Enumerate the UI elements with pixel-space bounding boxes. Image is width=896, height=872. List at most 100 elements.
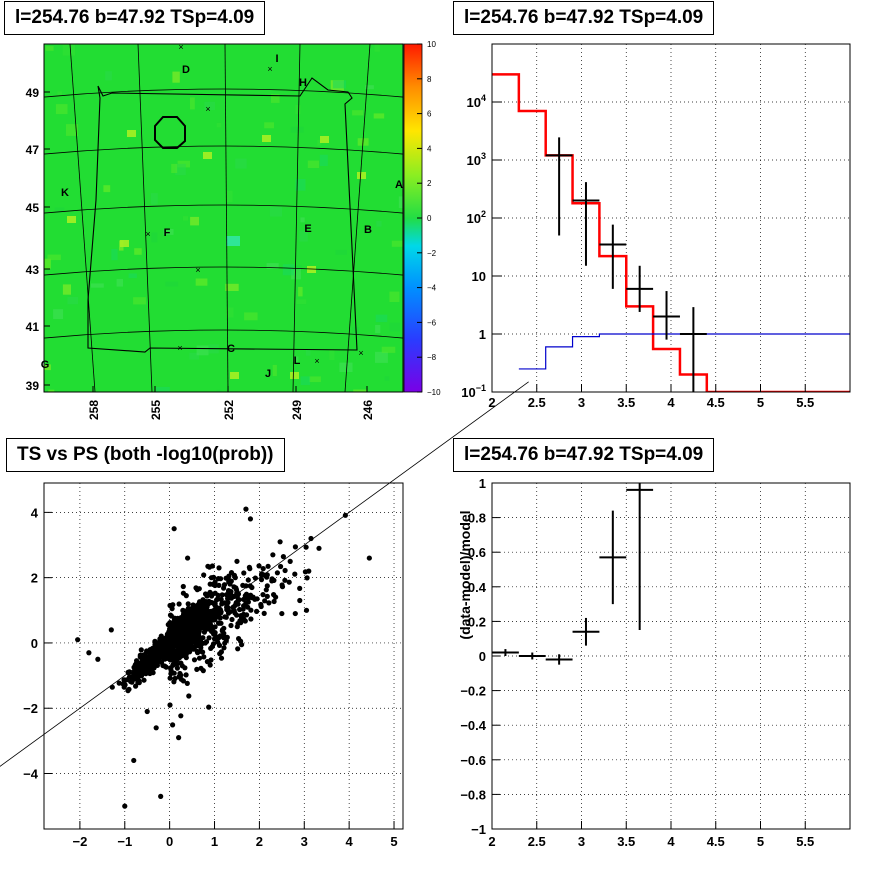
scatter-point — [201, 629, 207, 635]
scatter-point — [303, 544, 309, 550]
map-pixel-patch — [389, 291, 400, 302]
spectrum-x-tick-label: 5.5 — [796, 395, 814, 410]
scatter-point — [226, 573, 232, 579]
scatter-point — [208, 608, 214, 615]
map-pixel-patch — [216, 389, 222, 392]
map-pixel-patch — [296, 299, 307, 305]
map-pixel-patch — [171, 163, 178, 173]
scatter-point — [269, 578, 275, 584]
scatter-x-tick-label: 4 — [346, 834, 354, 849]
map-pixel-patch — [381, 346, 396, 353]
scatter-point — [125, 688, 131, 694]
scatter-point — [138, 672, 144, 679]
scatter-point — [279, 610, 285, 617]
map-x-tick-label: 246 — [361, 400, 375, 420]
scatter-point — [279, 582, 285, 588]
map-pixel-patch — [57, 91, 63, 97]
scatter-point — [215, 576, 221, 582]
scatter-point — [264, 583, 270, 589]
residual-x-tick-label: 2 — [488, 834, 495, 849]
residual-x-tick-label: 3 — [578, 834, 585, 849]
scatter-point — [190, 602, 196, 608]
scatter-point — [237, 606, 243, 613]
scatter-point — [141, 677, 147, 683]
scatter-point — [201, 572, 207, 578]
scatter-point — [271, 598, 277, 605]
colorbar: 10 8 6 4 2 0 −2 −4 −6 −8 −10 — [403, 40, 441, 397]
scatter-point — [231, 572, 237, 579]
scatter-point — [224, 604, 230, 610]
scatter-point — [202, 609, 208, 615]
map-source-marker: × — [177, 343, 182, 353]
map-pixel-patch — [398, 196, 403, 209]
scatter-point — [287, 558, 293, 565]
map-pixel-patch — [172, 71, 180, 83]
scatter-point — [189, 635, 195, 641]
colorbar-tick-label: 4 — [427, 144, 432, 153]
map-pixel-patch — [244, 312, 258, 321]
map-pixel-patch — [111, 249, 118, 261]
scatter-point — [308, 535, 314, 542]
map-pixel-patch — [103, 185, 111, 193]
residual-y-tick-label: 1 — [479, 476, 486, 491]
map-pixel-patch — [376, 221, 382, 227]
scatter-point — [174, 648, 180, 654]
scatter-point — [261, 610, 267, 617]
scatter-point — [187, 649, 193, 655]
scatter-point — [176, 674, 182, 680]
scatter-point — [247, 516, 254, 522]
map-hot-pixel — [67, 216, 76, 223]
scatter-point — [196, 655, 203, 661]
map-pixel-patch — [373, 113, 385, 119]
spectrum-background-step — [518, 333, 850, 370]
map-pixel-patch — [352, 110, 364, 116]
map-hot-pixel — [320, 136, 329, 143]
scatter-point — [212, 582, 218, 589]
scatter-point — [286, 579, 292, 585]
colorbar-tick-label: 10 — [427, 40, 436, 49]
scatter-point — [200, 649, 206, 655]
scatter-point — [206, 704, 212, 710]
scatter-point — [304, 575, 310, 581]
map-source-label-K: K — [61, 187, 69, 199]
scatter-point — [226, 588, 232, 594]
scatter-x-tick-label: 1 — [211, 834, 218, 849]
map-source-marker: × — [267, 64, 272, 74]
scatter-point — [270, 552, 276, 558]
residual-y-tick-label: 0.8 — [468, 511, 486, 526]
map-pixel-patch — [264, 122, 274, 129]
map-y-tick-label: 47 — [26, 143, 40, 157]
scatter-point — [172, 675, 178, 682]
scatter-point — [86, 650, 92, 656]
residual-y-tick-label: 0.4 — [468, 580, 487, 595]
spectrum-title: l=254.76 b=47.92 TSp=4.09 — [453, 1, 715, 35]
scatter-point — [216, 642, 223, 649]
scatter-point — [219, 628, 225, 634]
residual-y-tick-label: −0.6 — [460, 753, 486, 768]
spectrum-x-tick-label: 5 — [757, 395, 764, 410]
scatter-point — [201, 654, 207, 660]
map-pixel-patch — [67, 296, 78, 305]
scatter-reference-line — [0, 381, 529, 767]
scatter-point — [154, 654, 160, 661]
map-pixel-patch — [335, 249, 347, 255]
scatter-y-tick-label: −4 — [23, 767, 39, 782]
scatter-point — [178, 660, 184, 666]
scatter-x-tick-label: 2 — [256, 834, 263, 849]
scatter-point — [221, 645, 227, 651]
scatter-point — [234, 590, 240, 596]
map-pixel-patch — [55, 104, 68, 115]
map-pixel-patch — [151, 232, 158, 243]
map-source-marker: × — [314, 356, 319, 366]
map-hot-pixel — [290, 372, 299, 379]
map-pixel-patch — [175, 163, 186, 176]
scatter-title: TS vs PS (both -log10(prob)) — [6, 438, 285, 472]
scatter-point — [224, 634, 230, 641]
map-x-tick-label: 252 — [222, 400, 236, 420]
scatter-point — [208, 657, 214, 663]
scatter-point — [222, 614, 228, 620]
scatter-point — [212, 603, 218, 609]
map-pixel-patch — [329, 349, 335, 360]
map-hot-pixel — [262, 135, 271, 142]
